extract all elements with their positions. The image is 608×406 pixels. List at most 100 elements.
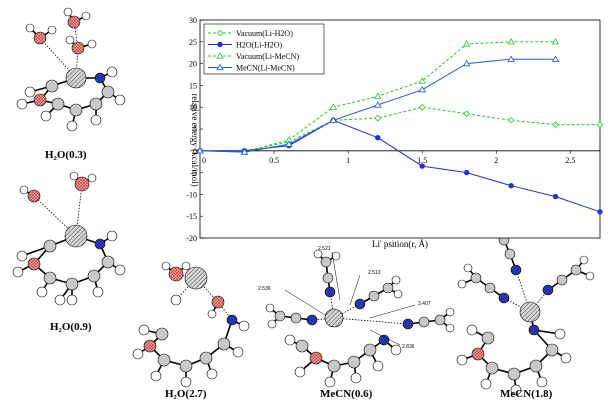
atom xyxy=(211,295,225,309)
data-point xyxy=(462,59,471,67)
data-point xyxy=(329,103,338,110)
data-point xyxy=(552,193,559,200)
data-point xyxy=(418,103,426,111)
atom xyxy=(54,294,66,306)
atom xyxy=(536,376,548,388)
atom xyxy=(484,282,496,294)
atom xyxy=(101,255,115,269)
data-point xyxy=(329,116,338,123)
data-point xyxy=(216,52,224,59)
atom xyxy=(309,351,323,365)
data-point xyxy=(551,37,560,45)
atom xyxy=(207,309,217,319)
data-point xyxy=(507,55,515,62)
x-tick-label: 0 xyxy=(202,156,206,165)
x-tick-label: 1 xyxy=(346,156,350,165)
atom xyxy=(74,176,90,192)
atom xyxy=(157,353,171,367)
x-tick-label: 0.5 xyxy=(269,156,279,165)
label-mecn-0-6: MeCN(0.6) xyxy=(320,388,373,400)
atom xyxy=(114,264,126,276)
data-point xyxy=(507,116,515,124)
atom xyxy=(554,328,566,340)
y-tick-label: -20 xyxy=(186,234,197,243)
atom xyxy=(114,94,126,106)
x-tick-label: 1.5 xyxy=(417,156,427,165)
data-point xyxy=(597,209,603,215)
atom xyxy=(168,266,184,282)
series-3 xyxy=(196,55,560,155)
atom xyxy=(40,110,52,122)
atom xyxy=(33,93,47,107)
distance-label: 3.407 xyxy=(418,301,431,307)
atom xyxy=(179,359,193,373)
data-point xyxy=(240,148,249,155)
atom xyxy=(43,271,57,285)
atom xyxy=(161,261,171,271)
atom xyxy=(510,384,522,396)
atom xyxy=(284,334,296,346)
chart-legend: Vacuum(Li-H2O) H2O(Li-H2O) Vacuum(Li-MeCN)… xyxy=(203,23,325,75)
atom xyxy=(320,256,332,268)
molecule-h2o-0-3 xyxy=(16,7,126,132)
molecule-mecn-1-8 xyxy=(456,234,595,396)
distance-label: 2.536 xyxy=(258,286,271,292)
atom xyxy=(92,286,104,298)
molecule-h2o-2-7 xyxy=(132,261,250,388)
atom xyxy=(434,314,446,326)
atom xyxy=(378,334,390,346)
atom xyxy=(510,264,522,276)
atom xyxy=(47,25,57,35)
bond xyxy=(333,317,409,325)
atom xyxy=(184,266,208,290)
atom xyxy=(519,301,541,323)
atom xyxy=(456,354,468,366)
atom xyxy=(66,294,78,306)
atom xyxy=(51,97,65,111)
data-point xyxy=(374,114,382,122)
atom xyxy=(69,171,79,181)
atom xyxy=(265,303,275,313)
label-mecn-1-8: MeCN(1.8) xyxy=(500,388,553,400)
y-tick-label: -5 xyxy=(190,169,197,178)
data-point xyxy=(463,169,470,176)
atom xyxy=(138,324,150,336)
atom xyxy=(27,189,41,203)
legend-entry: H2O(Li-H2O) xyxy=(236,41,283,50)
atom xyxy=(81,11,91,21)
label-h2o-2-7: H₂O(2.7) xyxy=(165,388,207,400)
atom xyxy=(418,316,430,328)
atom xyxy=(331,251,341,261)
y-axis-title: relative energy (kcal/mol) xyxy=(190,93,200,186)
atom xyxy=(36,286,48,298)
y-tick-label: 0 xyxy=(193,147,197,156)
legend-entry: Vacuum(Li-MeCN) xyxy=(236,52,299,61)
distance-label: 2.513 xyxy=(368,270,381,276)
label-h2o-0-9: H₂O(0.9) xyxy=(50,321,92,333)
distance-label: 2.521 xyxy=(318,246,331,252)
atom xyxy=(485,361,499,375)
atom xyxy=(350,372,362,384)
y-tick-label: 20 xyxy=(189,60,197,69)
atom xyxy=(170,294,182,306)
data-point xyxy=(216,63,224,71)
atom xyxy=(290,312,302,324)
atom xyxy=(354,298,366,310)
atom xyxy=(274,310,286,322)
atom xyxy=(27,257,41,271)
atom xyxy=(232,346,244,358)
atom xyxy=(324,308,344,328)
distance-label: 2.836 xyxy=(402,344,415,350)
atom xyxy=(67,15,81,29)
x-tick-label: 2.5 xyxy=(565,156,575,165)
atom xyxy=(545,343,559,357)
atom xyxy=(65,35,75,45)
atom xyxy=(481,331,495,345)
atom xyxy=(180,376,192,388)
chart-series xyxy=(196,37,604,215)
atom xyxy=(106,66,118,78)
y-tick-label: 10 xyxy=(189,103,197,112)
y-tick-label: -10 xyxy=(186,190,197,199)
atom xyxy=(466,324,478,336)
